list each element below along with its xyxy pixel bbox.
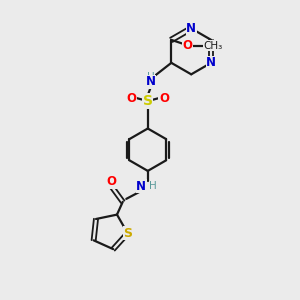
Text: N: N	[146, 76, 156, 88]
Text: O: O	[159, 92, 169, 105]
Text: S: S	[143, 94, 153, 108]
Text: O: O	[106, 175, 116, 188]
Text: O: O	[127, 92, 136, 105]
Text: H: H	[149, 181, 157, 191]
Text: N: N	[136, 180, 146, 193]
Text: CH₃: CH₃	[203, 41, 223, 51]
Text: S: S	[123, 227, 132, 240]
Text: O: O	[182, 39, 193, 52]
Text: N: N	[206, 56, 216, 69]
Text: H: H	[147, 72, 154, 82]
Text: N: N	[186, 22, 196, 35]
